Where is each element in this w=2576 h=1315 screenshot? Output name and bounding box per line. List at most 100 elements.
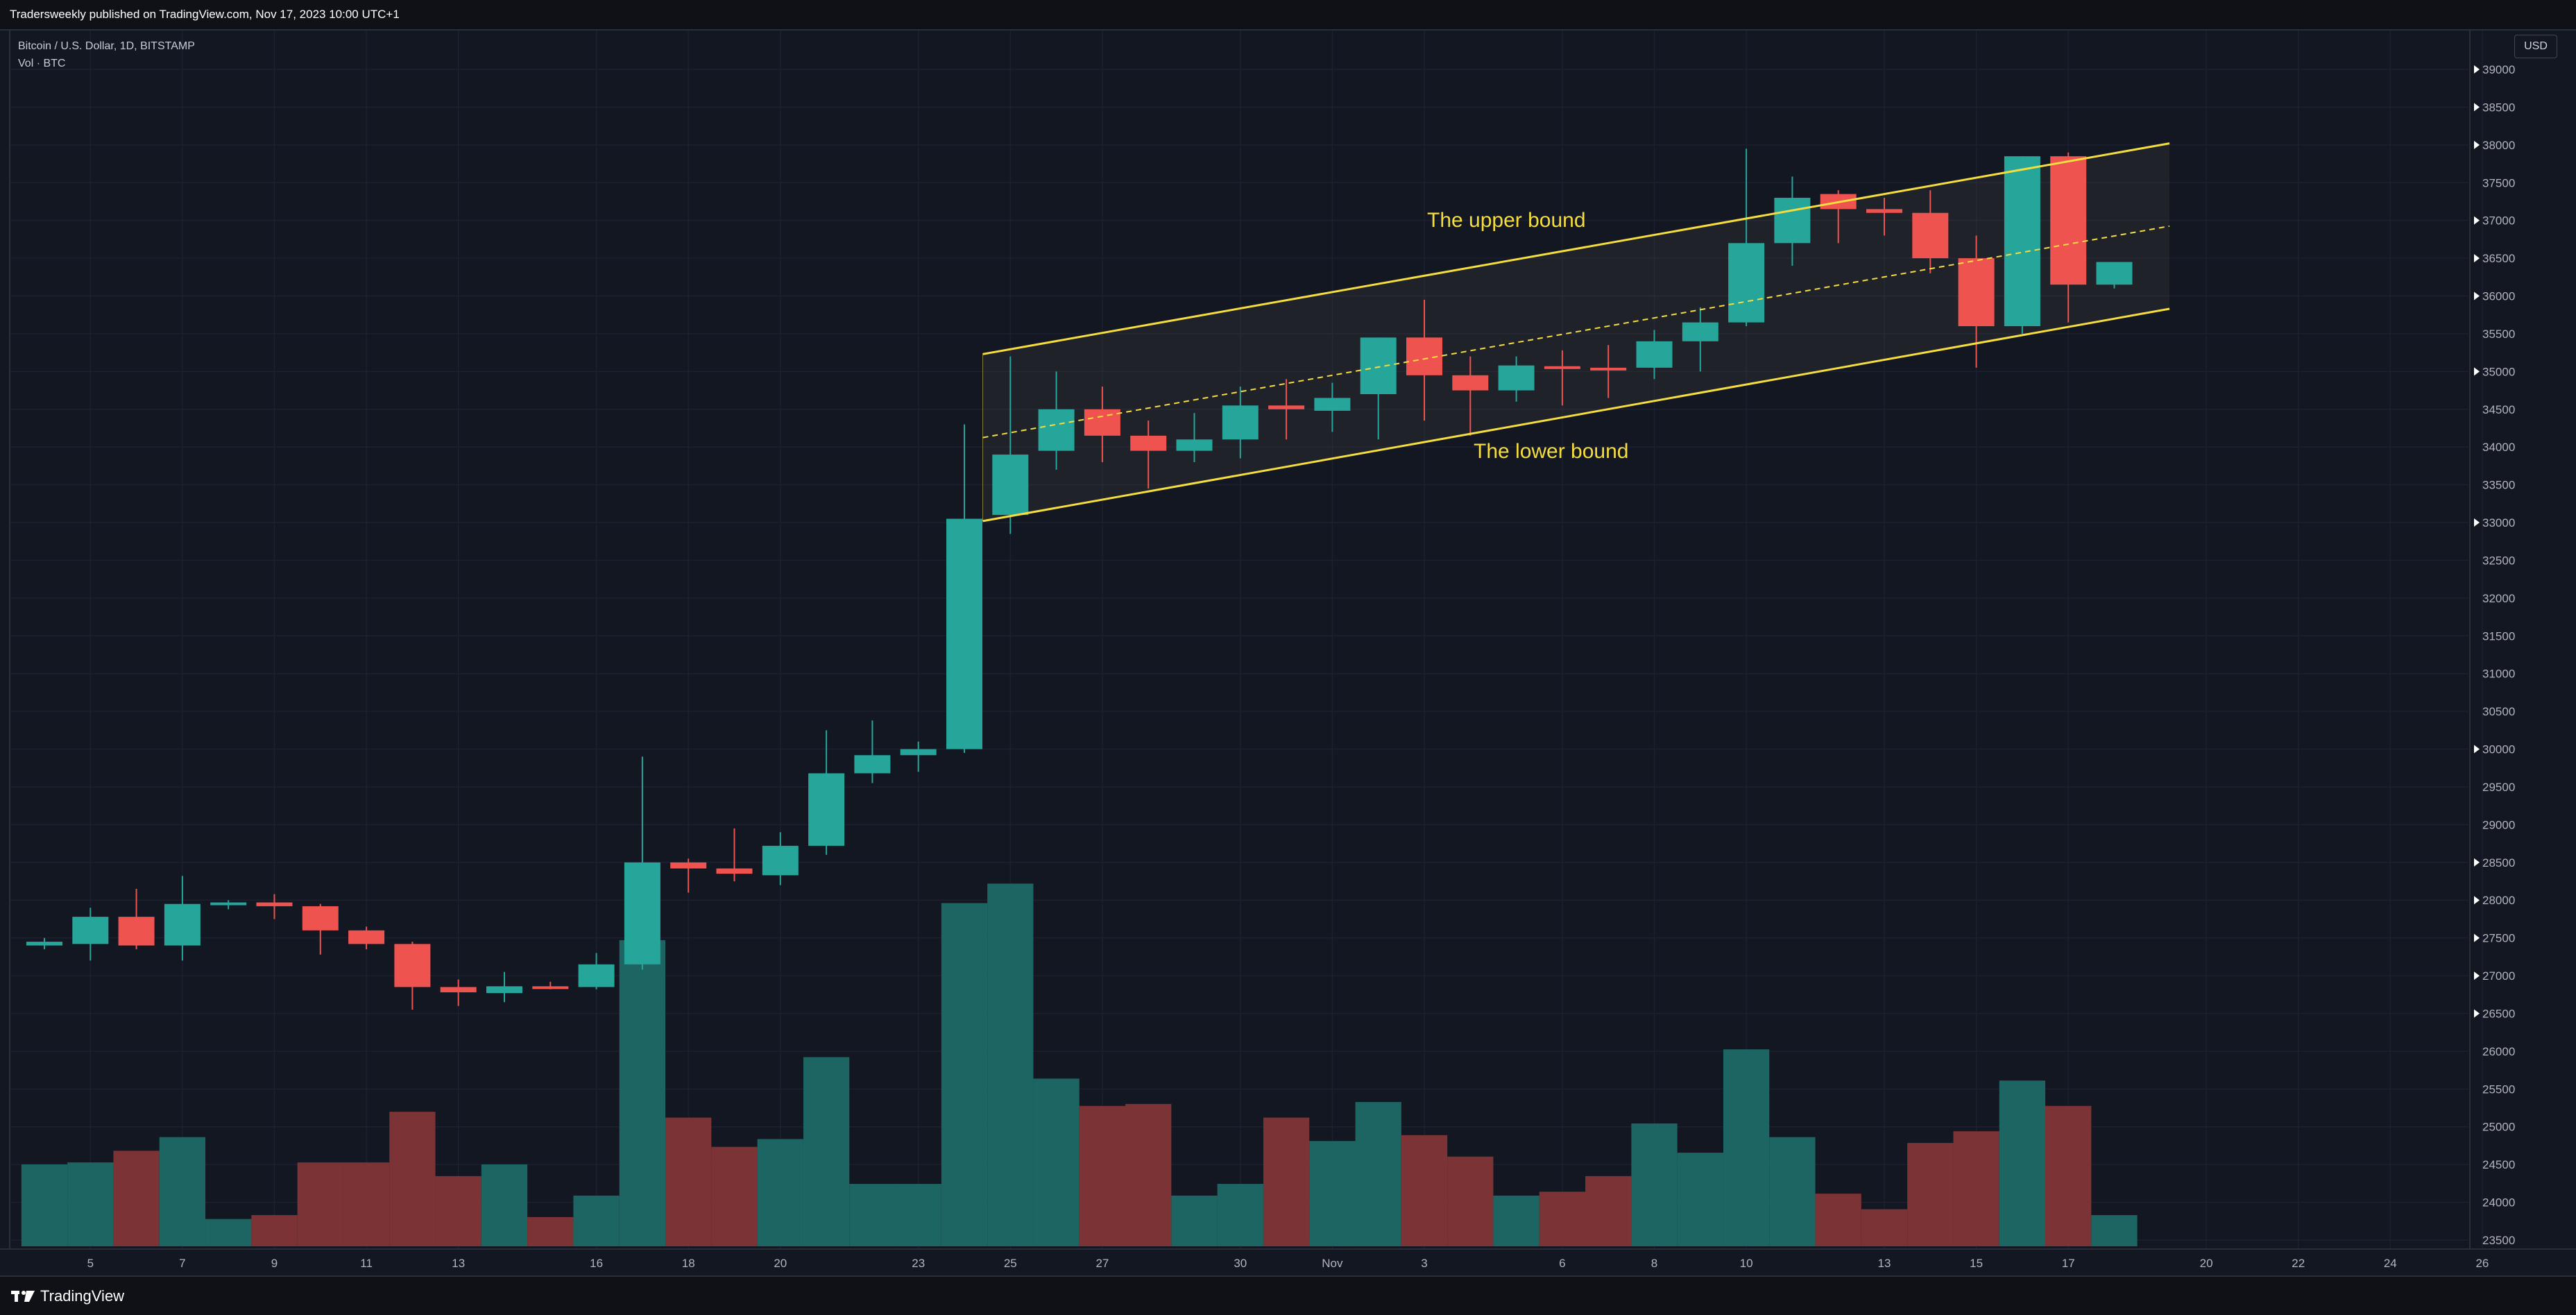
- candle[interactable]: [440, 979, 477, 1006]
- x-tick-label: 23: [912, 1257, 925, 1270]
- candle[interactable]: [1728, 149, 1765, 327]
- symbol-title[interactable]: Bitcoin / U.S. Dollar, 1D, BITSTAMP: [18, 40, 195, 52]
- candle-body: [532, 986, 569, 990]
- candle[interactable]: [1038, 371, 1075, 470]
- candle[interactable]: [1268, 379, 1305, 440]
- candle[interactable]: [1314, 382, 1351, 432]
- candle[interactable]: [302, 903, 339, 955]
- y-tick-label: 29500: [2482, 781, 2515, 794]
- candle[interactable]: [670, 858, 707, 893]
- volume-bar: [987, 883, 1034, 1246]
- x-tick-label: 20: [2200, 1257, 2213, 1270]
- y-tick-label: 28500: [2482, 856, 2515, 869]
- candle[interactable]: [256, 894, 293, 919]
- price-marker-icon: [2474, 972, 2480, 981]
- volume-bar: [389, 1112, 436, 1246]
- candle[interactable]: [2004, 156, 2040, 334]
- candle[interactable]: [348, 926, 385, 949]
- x-tick-label: 3: [1421, 1257, 1427, 1270]
- volume-bar: [757, 1139, 803, 1246]
- volume-bar: [1815, 1194, 1861, 1246]
- volume-title[interactable]: Vol · BTC: [18, 58, 66, 69]
- x-tick-label: 11: [360, 1257, 373, 1270]
- volume-bar: [849, 1184, 896, 1246]
- candle[interactable]: [1866, 198, 1902, 236]
- volume-bar: [1263, 1117, 1310, 1246]
- candle-body: [578, 964, 615, 987]
- y-tick-label: 29000: [2482, 818, 2515, 831]
- candle[interactable]: [1360, 337, 1397, 440]
- y-tick-label: 24000: [2482, 1196, 2515, 1210]
- y-tick-label: 32000: [2482, 592, 2515, 605]
- lower-bound-label[interactable]: The lower bound: [1474, 440, 1628, 463]
- candle[interactable]: [1222, 387, 1259, 459]
- price-marker-icon: [2474, 216, 2480, 225]
- candle[interactable]: [1084, 387, 1120, 462]
- price-marker-icon: [2474, 65, 2480, 74]
- candle[interactable]: [578, 953, 615, 990]
- candle[interactable]: [486, 972, 522, 1003]
- candle[interactable]: [854, 720, 891, 783]
- volume-bar: [21, 1164, 68, 1246]
- candle-body: [762, 845, 799, 876]
- candle[interactable]: [1774, 176, 1811, 266]
- price-marker-icon: [2474, 140, 2480, 149]
- y-tick-label: 38500: [2482, 101, 2515, 114]
- upper-bound-label[interactable]: The upper bound: [1427, 209, 1586, 232]
- candle[interactable]: [2050, 152, 2087, 323]
- y-tick-label: 25000: [2482, 1121, 2515, 1134]
- candle[interactable]: [26, 938, 62, 949]
- candle[interactable]: [1544, 350, 1580, 406]
- candle-body: [1728, 243, 1765, 323]
- candle[interactable]: [1958, 235, 1995, 368]
- candle-body: [1314, 398, 1351, 411]
- candle[interactable]: [394, 942, 431, 1010]
- candle[interactable]: [1498, 356, 1535, 402]
- volume-bar: [297, 1162, 343, 1246]
- x-tick-label: 18: [682, 1257, 695, 1270]
- candle-body: [900, 749, 937, 756]
- volume-bar: [1171, 1195, 1218, 1246]
- candle[interactable]: [532, 981, 569, 990]
- candle[interactable]: [808, 730, 845, 855]
- candle[interactable]: [946, 424, 982, 753]
- candle[interactable]: [2096, 262, 2133, 289]
- candle[interactable]: [1130, 421, 1167, 489]
- candle[interactable]: [1682, 307, 1718, 372]
- candle[interactable]: [624, 756, 660, 970]
- candle[interactable]: [1590, 345, 1627, 398]
- candle[interactable]: [210, 900, 247, 910]
- candle[interactable]: [72, 908, 109, 961]
- candle[interactable]: [1912, 190, 1949, 273]
- volume-bar: [2045, 1105, 2092, 1246]
- upper-bound-line[interactable]: [982, 142, 2170, 355]
- lower-bound-line[interactable]: [982, 307, 2170, 523]
- price-channel[interactable]: [982, 142, 2170, 523]
- currency-selector[interactable]: USD: [2514, 35, 2557, 58]
- candle[interactable]: [1636, 330, 1673, 380]
- volume-bars: [21, 883, 2138, 1246]
- axes: 23500 24000 24500 25000 25500 26000 26500 27000…: [0, 31, 2576, 1270]
- price-chart[interactable]: The upper bound The lower bound 23500 240…: [0, 29, 2576, 1275]
- price-marker-icon: [2474, 1009, 2480, 1018]
- volume-bar: [1447, 1156, 1494, 1246]
- candle-body: [1682, 322, 1718, 341]
- candle[interactable]: [762, 832, 799, 885]
- volume-bar: [711, 1146, 758, 1246]
- candle[interactable]: [118, 888, 155, 949]
- volume-bar: [803, 1057, 850, 1246]
- volume-bar: [619, 940, 666, 1246]
- candle[interactable]: [716, 828, 753, 882]
- candle[interactable]: [992, 356, 1029, 534]
- candle[interactable]: [1176, 413, 1213, 462]
- volume-bar: [2091, 1215, 2138, 1246]
- volume-bar: [1907, 1143, 1954, 1246]
- x-tick-label: 7: [179, 1257, 185, 1270]
- y-tick-label: 33000: [2482, 516, 2515, 529]
- volume-bar: [1079, 1105, 1126, 1246]
- brand[interactable]: TradingView: [11, 1287, 124, 1305]
- volume-bar: [1631, 1123, 1678, 1246]
- candle[interactable]: [900, 741, 937, 772]
- candle[interactable]: [1452, 356, 1489, 436]
- candle[interactable]: [164, 876, 201, 961]
